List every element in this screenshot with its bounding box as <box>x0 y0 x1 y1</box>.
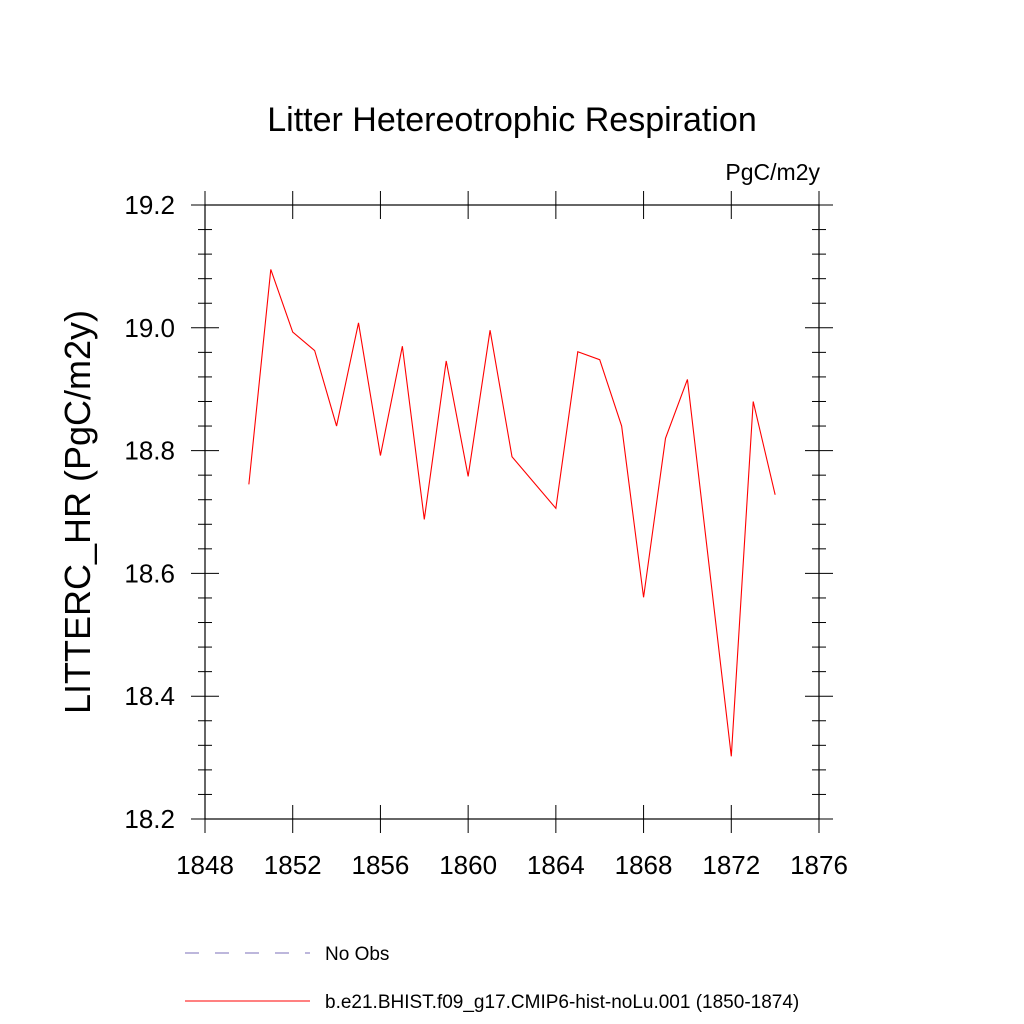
x-tick-label: 1876 <box>790 850 848 880</box>
x-tick-label: 1856 <box>352 850 410 880</box>
legend-label-model: b.e21.BHIST.f09_g17.CMIP6-hist-noLu.001 … <box>325 992 799 1013</box>
x-tick-label: 1852 <box>264 850 322 880</box>
y-tick-label: 18.6 <box>124 558 175 588</box>
y-tick-label: 19.2 <box>124 190 175 220</box>
legend: No Obs b.e21.BHIST.f09_g17.CMIP6-hist-no… <box>185 944 799 1013</box>
units-label: PgC/m2y <box>725 159 820 185</box>
series-layer <box>248 269 776 757</box>
y-tick-label: 18.4 <box>124 681 175 711</box>
x-tick-label: 1848 <box>176 850 234 880</box>
legend-label-no-obs: No Obs <box>325 944 389 965</box>
series-line <box>248 269 776 757</box>
chart-title: Litter Hetereotrophic Respiration <box>267 101 756 139</box>
plot-frame <box>204 204 820 820</box>
x-tick-label: 1864 <box>527 850 585 880</box>
y-axis-label: LITTERC_HR (PgC/m2y) <box>57 310 98 714</box>
x-tick-label: 1860 <box>439 850 497 880</box>
axis-ticks <box>191 191 833 833</box>
y-tick-label: 19.0 <box>124 313 175 343</box>
y-tick-label: 18.8 <box>124 436 175 466</box>
x-tick-label: 1868 <box>615 850 673 880</box>
x-tick-label: 1872 <box>702 850 760 880</box>
y-tick-label: 18.2 <box>124 804 175 834</box>
tick-labels: 1848 1852 1856 1860 1864 1868 1872 1876 18.2 18.4… <box>124 190 848 880</box>
